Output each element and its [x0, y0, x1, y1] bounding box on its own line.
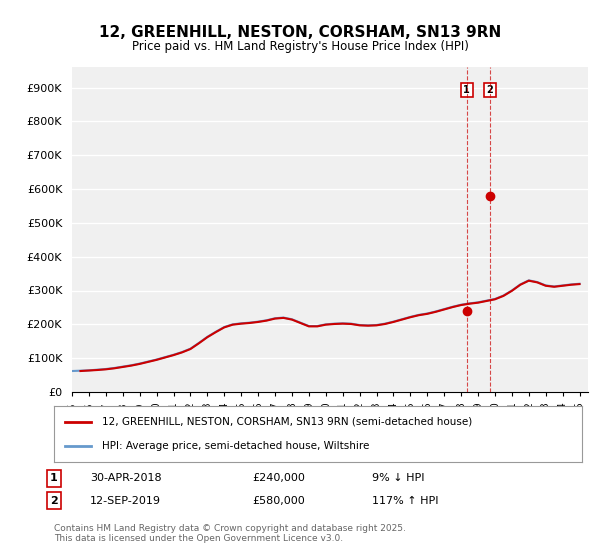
Text: £580,000: £580,000 [252, 496, 305, 506]
Text: 1: 1 [50, 473, 58, 483]
Text: 117% ↑ HPI: 117% ↑ HPI [372, 496, 439, 506]
Text: Price paid vs. HM Land Registry's House Price Index (HPI): Price paid vs. HM Land Registry's House … [131, 40, 469, 53]
Text: 12, GREENHILL, NESTON, CORSHAM, SN13 9RN (semi-detached house): 12, GREENHILL, NESTON, CORSHAM, SN13 9RN… [101, 417, 472, 427]
Text: 30-APR-2018: 30-APR-2018 [90, 473, 161, 483]
Text: 12, GREENHILL, NESTON, CORSHAM, SN13 9RN: 12, GREENHILL, NESTON, CORSHAM, SN13 9RN [99, 25, 501, 40]
Text: 12-SEP-2019: 12-SEP-2019 [90, 496, 161, 506]
Text: 2: 2 [487, 85, 493, 95]
Text: £240,000: £240,000 [252, 473, 305, 483]
Text: HPI: Average price, semi-detached house, Wiltshire: HPI: Average price, semi-detached house,… [101, 441, 369, 451]
Text: 9% ↓ HPI: 9% ↓ HPI [372, 473, 425, 483]
Text: 2: 2 [50, 496, 58, 506]
Text: Contains HM Land Registry data © Crown copyright and database right 2025.
This d: Contains HM Land Registry data © Crown c… [54, 524, 406, 543]
Text: 1: 1 [463, 85, 470, 95]
